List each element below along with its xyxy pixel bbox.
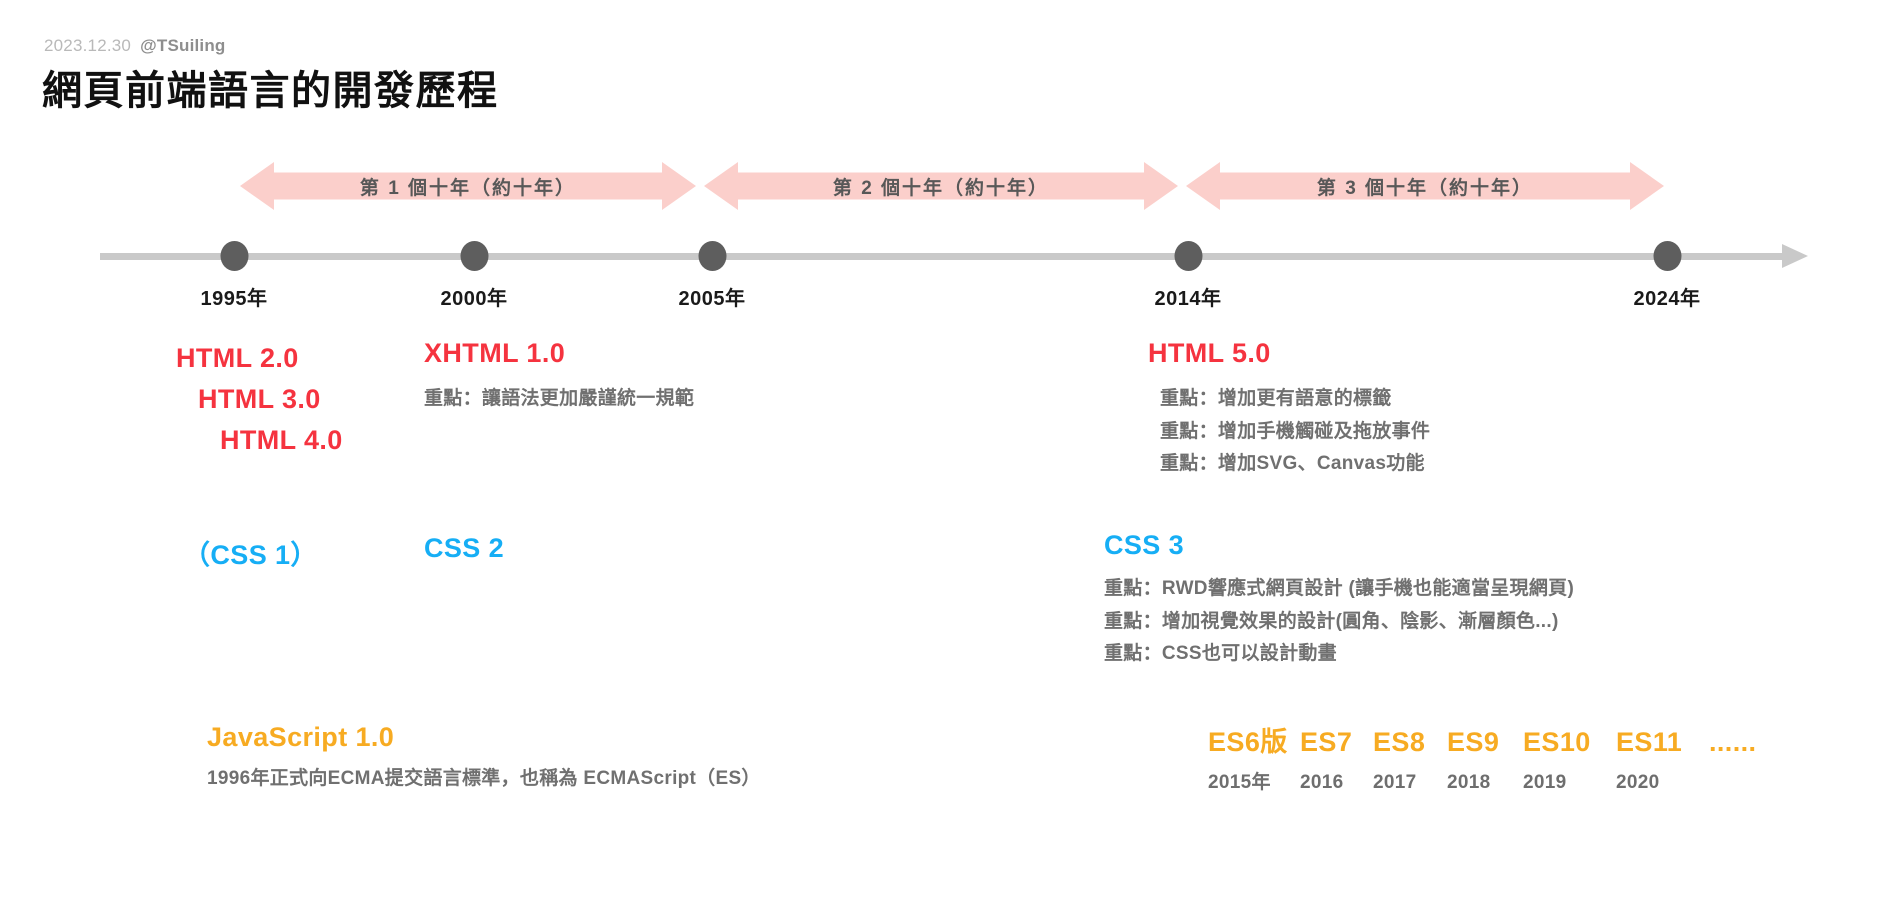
timeline-node-1995: 1995年 (201, 241, 268, 311)
timeline-dot-icon (698, 241, 726, 271)
css1-title: （CSS 1） (183, 540, 318, 570)
decade-arrow-2: 第 2 個十年（約十年） (704, 162, 1178, 210)
css3-block-2014: CSS 3 重點：RWD響應式網頁設計 (讓手機也能適當呈現網頁) 重點：增加視… (1104, 530, 1574, 671)
es-version-year: 2020 (1616, 772, 1660, 793)
javascript-title: JavaScript 1.0 (207, 722, 395, 752)
javascript-block-1995: JavaScript 1.0 1996年正式向ECMA提交語言標準，也稱為 EC… (207, 722, 761, 796)
timeline-dot-icon (1174, 241, 1202, 271)
timeline-dot-icon (460, 241, 488, 271)
es-version-year: 2015年 (1208, 772, 1271, 793)
es-version-name: ES7 (1300, 727, 1353, 757)
html-version-item: HTML 2.0 (176, 343, 299, 373)
css3-note: 重點：增加視覺效果的設計(圓角、陰影、漸層顏色...) (1104, 610, 1559, 632)
css3-title: CSS 3 (1104, 530, 1185, 560)
timeline-dot-icon (1653, 241, 1681, 271)
es-version-name: ES11 (1616, 727, 1683, 757)
timeline-year-label: 2024年 (1633, 288, 1701, 310)
timeline-node-2000: 2000年 (441, 241, 508, 311)
decade-arrow-1-label: 第 1 個十年（約十年） (359, 177, 577, 199)
publish-date: 2023.12.30 (44, 36, 132, 55)
es-version-name: ES10 (1523, 727, 1591, 757)
html5-block-2014: HTML 5.0 重點：增加更有語意的標籤 重點：增加手機觸碰及拖放事件 重點：… (1148, 338, 1430, 481)
html5-note: 重點：增加更有語意的標籤 (1160, 388, 1392, 409)
decade-arrow-3-label: 第 3 個十年（約十年） (1316, 177, 1534, 199)
timeline-node-2024: 2024年 (1634, 241, 1701, 311)
html5-note: 重點：增加手機觸碰及拖放事件 (1160, 420, 1431, 442)
es-version-year: 2017 (1373, 772, 1417, 793)
xhtml-title: XHTML 1.0 (424, 338, 566, 368)
timeline-year-label: 2014年 (1154, 288, 1222, 310)
meta-line: 2023.12.30 @TSuiling (44, 36, 226, 56)
page-title: 網頁前端語言的開發歷程 (42, 69, 499, 113)
html-versions-1995: HTML 2.0 HTML 3.0 HTML 4.0 (176, 338, 343, 461)
javascript-note: 1996年正式向ECMA提交語言標準，也稱為 ECMAScript（ES） (207, 768, 761, 789)
decade-arrow-2-label: 第 2 個十年（約十年） (832, 177, 1050, 199)
timeline-arrowhead-icon (1782, 244, 1808, 268)
timeline-node-2014: 2014年 (1155, 241, 1222, 311)
css3-note: 重點：RWD響應式網頁設計 (讓手機也能適當呈現網頁) (1104, 578, 1575, 599)
es-version-year: 2018 (1447, 772, 1491, 793)
xhtml-note: 重點：讓語法更加嚴謹統一規範 (424, 388, 695, 409)
html-version-item: HTML 4.0 (220, 425, 343, 456)
timeline-year-label: 1995年 (200, 288, 268, 310)
es-version-name: ES8 (1373, 727, 1426, 757)
html5-title: HTML 5.0 (1148, 338, 1271, 368)
html-version-item: HTML 3.0 (198, 384, 321, 415)
timeline-node-2005: 2005年 (679, 241, 746, 311)
css3-note: 重點：CSS也可以設計動畫 (1104, 643, 1337, 665)
html5-note: 重點：增加SVG、Canvas功能 (1160, 453, 1425, 475)
es-version-year: 2016 (1300, 772, 1344, 793)
timeline-axis (100, 253, 1790, 260)
css2-title: CSS 2 (424, 533, 505, 563)
es-version-name-row: ES6版 ES7 ES8 ES9 ES10 ES11 ...... (1208, 720, 1789, 759)
timeline-dot-icon (220, 241, 248, 271)
xhtml-block-2000: XHTML 1.0 重點：讓語法更加嚴謹統一規範 (424, 338, 694, 416)
decade-arrow-3: 第 3 個十年（約十年） (1186, 162, 1664, 210)
es-version-name: ES9 (1447, 727, 1500, 757)
timeline-year-label: 2005年 (678, 288, 746, 310)
es-version-year-row: 2015年 2016 2017 2018 2019 2020 (1208, 767, 1789, 794)
es-versions-block: ES6版 ES7 ES8 ES9 ES10 ES11 ...... 2015年 … (1208, 720, 1789, 794)
timeline-year-label: 2000年 (440, 288, 508, 310)
author-handle: @TSuiling (140, 36, 226, 55)
es-version-name: ...... (1709, 727, 1757, 757)
es-version-year: 2019 (1523, 772, 1567, 793)
es-version-name: ES6版 (1208, 727, 1288, 757)
decade-arrow-1: 第 1 個十年（約十年） (240, 162, 696, 210)
